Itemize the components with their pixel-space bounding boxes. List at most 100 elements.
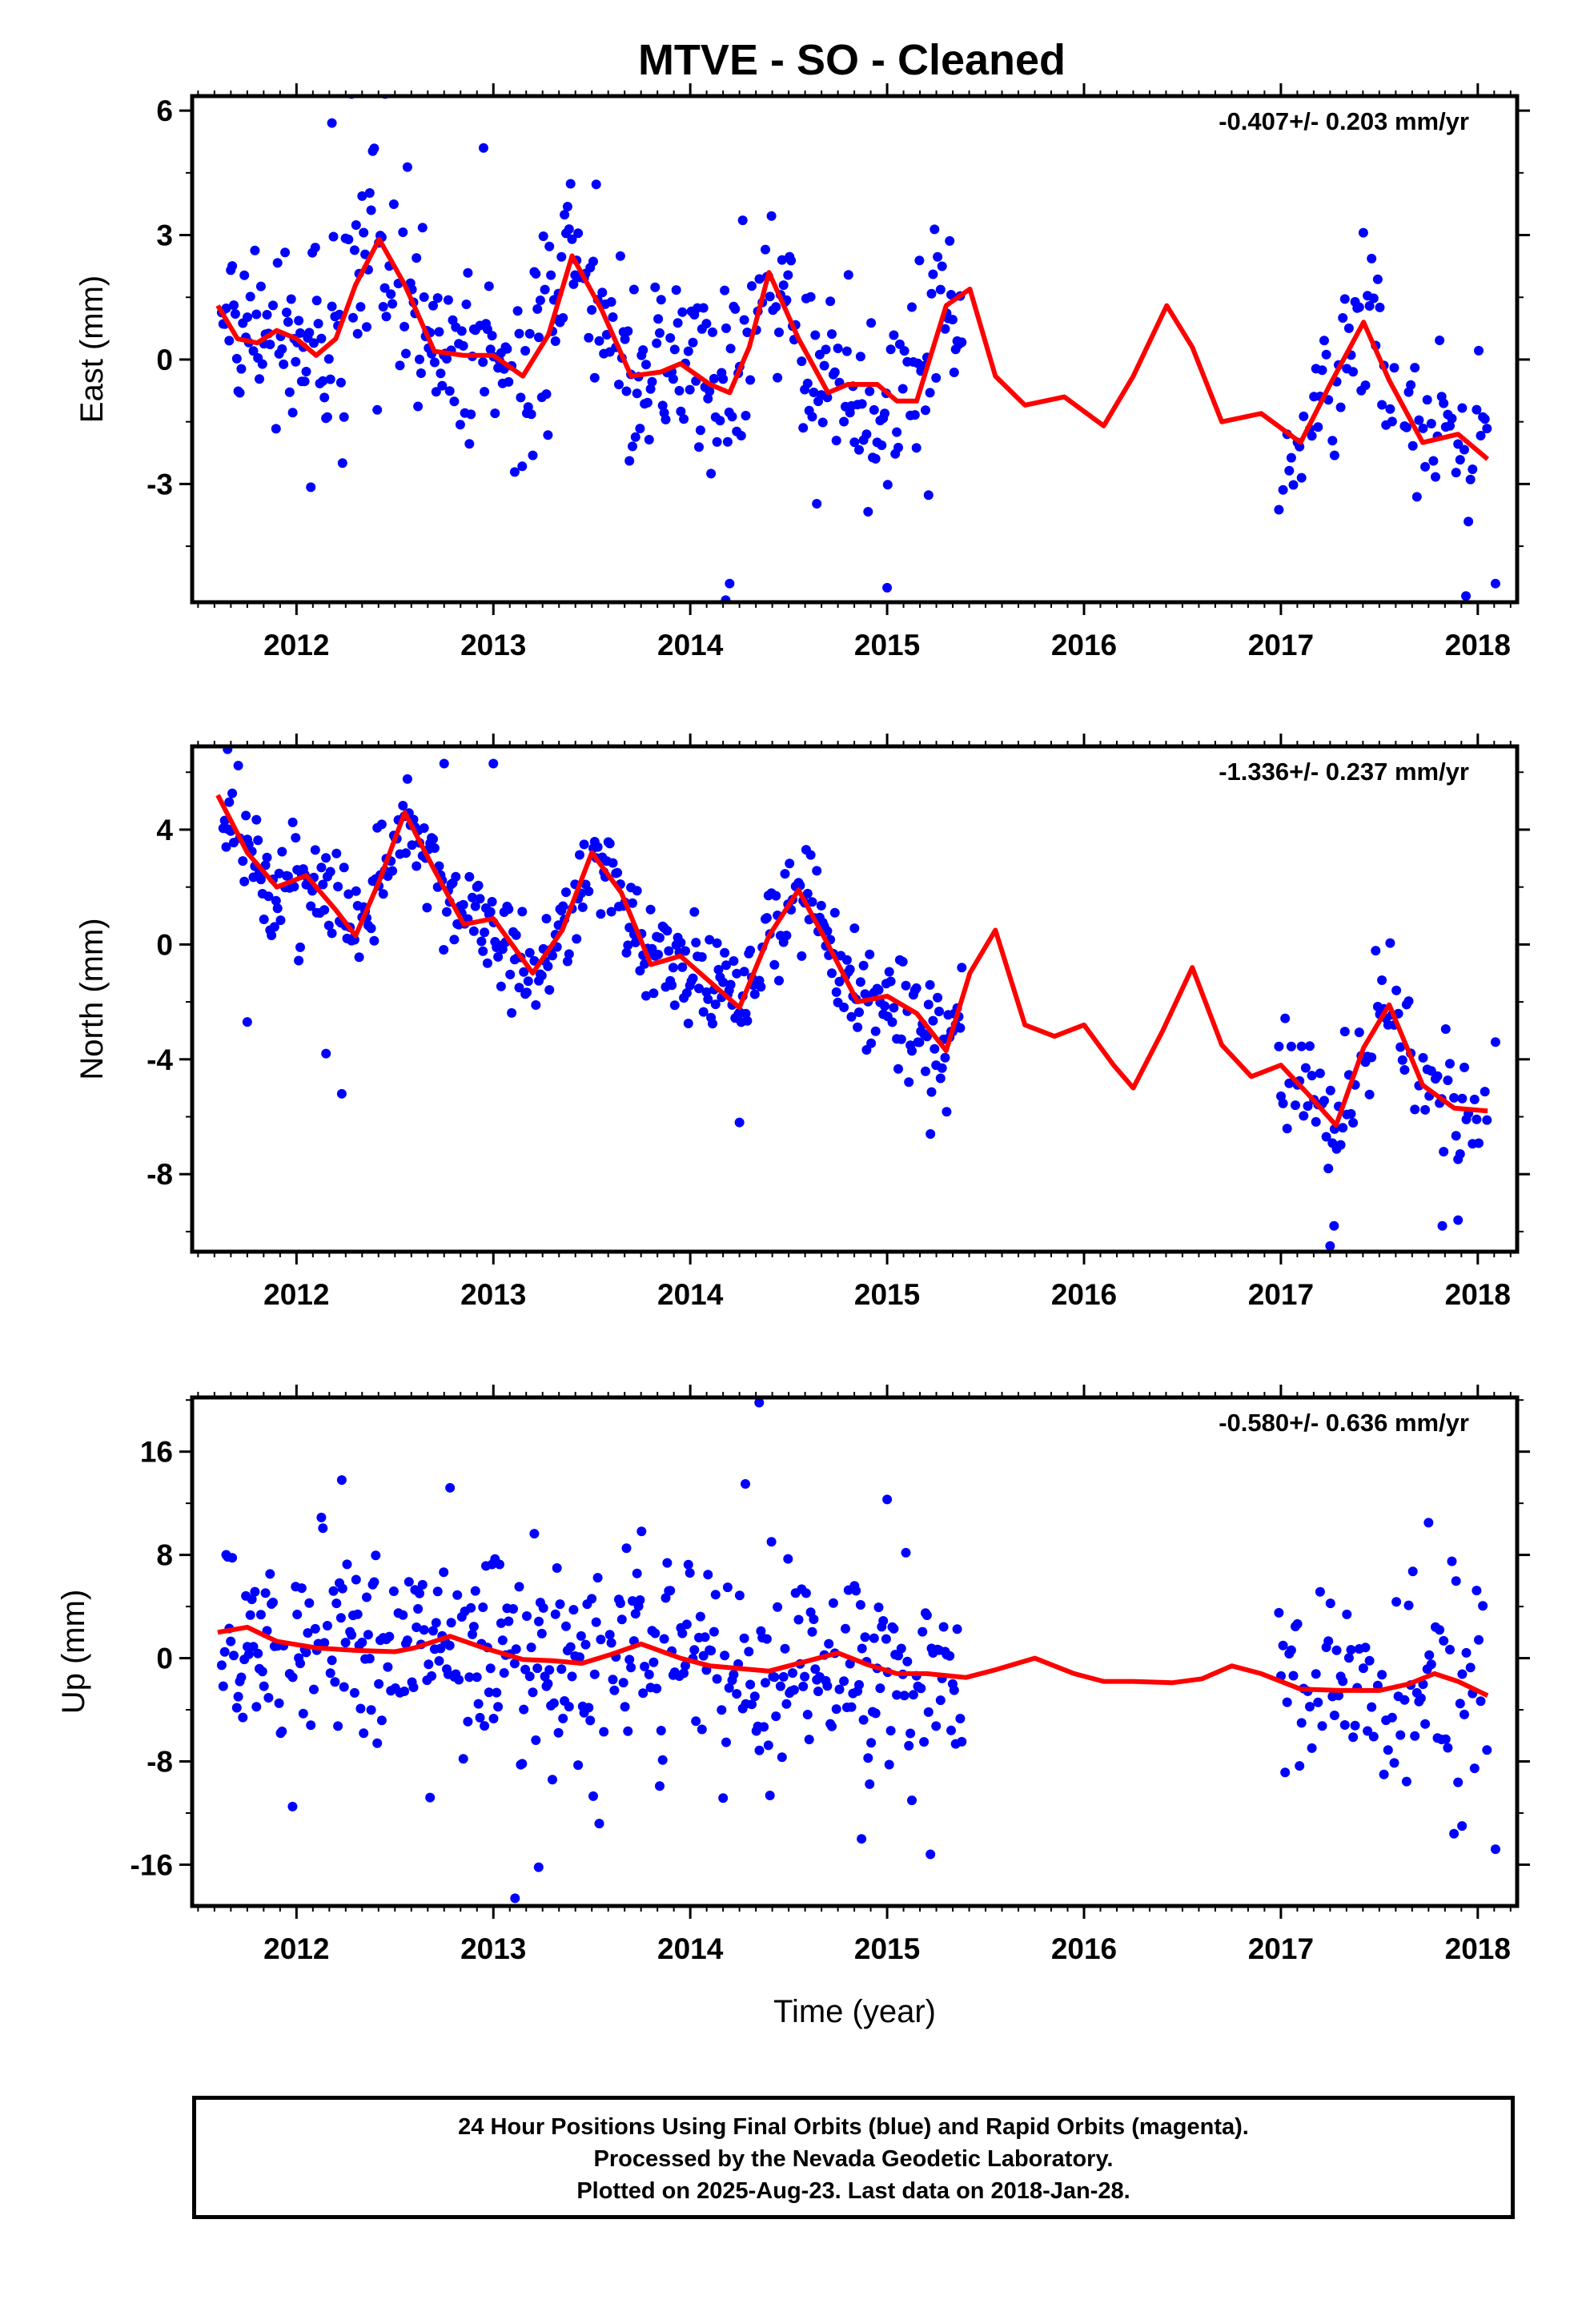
north-point — [632, 886, 642, 896]
up-point — [351, 1574, 361, 1585]
up-point — [555, 1599, 565, 1610]
east-fit-line — [215, 236, 1490, 461]
east-point — [294, 316, 304, 326]
east-point — [463, 267, 473, 278]
north-point — [271, 895, 281, 906]
east-point — [322, 412, 332, 422]
up-point — [359, 1728, 369, 1739]
north-point — [904, 1077, 914, 1088]
up-point — [1292, 1618, 1303, 1629]
up-point — [357, 1637, 367, 1647]
up-point — [771, 1711, 781, 1722]
up-point — [573, 1760, 584, 1771]
north-y-tick-label: 0 — [156, 928, 173, 961]
north-point — [797, 951, 807, 961]
north-point — [901, 980, 911, 991]
up-point — [1325, 1598, 1335, 1609]
north-point — [677, 962, 688, 972]
up-point — [520, 1664, 531, 1675]
up-point — [599, 1727, 609, 1737]
up-point — [585, 1715, 596, 1726]
east-point — [456, 326, 467, 336]
up-point — [783, 1554, 793, 1564]
east-point — [727, 412, 737, 422]
up-point — [363, 1630, 373, 1640]
up-point — [402, 1635, 412, 1646]
up-point — [620, 1702, 630, 1712]
east-point — [378, 302, 388, 312]
up-point — [878, 1616, 889, 1626]
east-x-tick-label: 2015 — [854, 629, 920, 661]
east-point — [591, 179, 601, 190]
up-point — [902, 1656, 913, 1667]
up-point — [328, 1586, 339, 1596]
north-panel: 2012 2013 2014 2015 2016 2017 2018 4 0 -4 -8 North … — [74, 734, 1530, 1311]
up-point — [576, 1630, 586, 1641]
up-point — [253, 1648, 263, 1659]
north-point — [221, 842, 231, 852]
east-point — [1307, 431, 1317, 441]
up-point — [810, 1664, 821, 1675]
up-x-tick-label: 2014 — [657, 1932, 724, 1965]
up-point — [463, 1716, 473, 1727]
north-point — [1329, 1220, 1339, 1231]
east-point — [327, 301, 337, 312]
east-point — [777, 255, 787, 265]
east-point — [265, 340, 275, 350]
up-point — [724, 1683, 734, 1693]
up-point — [662, 1558, 673, 1568]
north-point — [442, 907, 452, 917]
east-point — [268, 300, 278, 311]
up-point — [484, 1687, 494, 1698]
up-point — [706, 1646, 717, 1656]
east-point — [509, 467, 520, 477]
east-point — [628, 441, 637, 452]
up-point — [608, 1675, 618, 1685]
up-point — [1482, 1745, 1492, 1755]
east-point — [721, 323, 731, 333]
north-point — [577, 902, 588, 912]
up-point — [946, 1725, 956, 1735]
up-point — [536, 1628, 547, 1638]
east-point — [402, 162, 412, 172]
east-point — [282, 308, 291, 318]
east-point — [899, 346, 909, 356]
up-point — [347, 1630, 357, 1640]
up-x-tick-label: 2013 — [460, 1932, 526, 1965]
north-point — [401, 848, 411, 858]
up-point — [478, 1602, 488, 1612]
up-point — [1457, 1669, 1468, 1679]
east-point — [863, 507, 873, 517]
east-point — [1375, 302, 1385, 312]
north-point — [251, 814, 262, 825]
north-point — [407, 840, 417, 850]
east-point — [313, 319, 323, 329]
north-point — [893, 1063, 903, 1074]
up-point — [1440, 1734, 1451, 1744]
east-point — [1364, 301, 1375, 311]
north-point — [829, 907, 840, 918]
up-point — [1331, 1645, 1342, 1655]
east-point — [487, 331, 497, 341]
east-point — [372, 404, 383, 415]
up-point — [517, 1759, 528, 1769]
north-point — [493, 951, 504, 962]
north-point — [921, 1066, 930, 1076]
up-point — [720, 1651, 730, 1661]
north-point — [849, 923, 860, 934]
up-x-tick-label: 2018 — [1445, 1932, 1511, 1965]
north-point — [468, 892, 477, 903]
north-x-tick-label: 2018 — [1445, 1278, 1511, 1311]
up-point — [604, 1630, 615, 1640]
north-point — [1325, 1240, 1335, 1251]
east-point — [277, 344, 287, 354]
north-point — [708, 1019, 717, 1029]
up-point — [233, 1691, 243, 1702]
north-point — [369, 935, 379, 946]
north-point — [242, 1017, 252, 1027]
east-point — [504, 376, 514, 387]
up-point — [444, 1640, 455, 1651]
north-point — [1385, 938, 1395, 948]
east-point — [1389, 363, 1399, 373]
east-point — [429, 357, 440, 368]
